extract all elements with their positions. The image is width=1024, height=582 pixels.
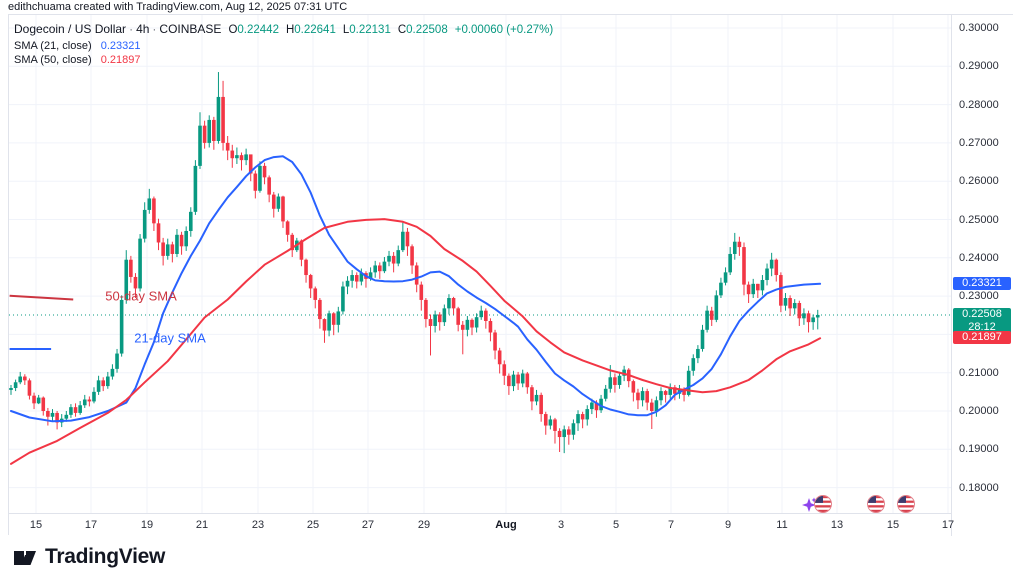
price-axis-label: 0.27000 [959, 136, 999, 149]
sma21-badge: 0.23321 [953, 276, 1011, 290]
time-axis-label: 17 [84, 519, 98, 531]
sma21-label: SMA (21, close) [14, 40, 92, 52]
time-axis-label: 5 [612, 519, 620, 531]
price-chart-plot[interactable]: 50-day SMA 21-day SMA [9, 15, 951, 513]
price-axis-label: 0.24000 [959, 251, 999, 264]
sma50-annotation-label[interactable]: 50-day SMA [105, 288, 177, 304]
time-axis-label: Aug [495, 519, 517, 531]
us-flag-event-icon[interactable] [897, 495, 915, 513]
time-axis[interactable]: 15 17 19 21 23 25 27 29 Aug 3 5 7 9 11 13 15 17 [9, 513, 955, 536]
time-axis-label: 9 [724, 519, 732, 531]
time-axis-label: 23 [251, 519, 265, 531]
time-axis-label: 11 [776, 519, 788, 531]
attribution-text: edithchuama created with TradingView.com… [8, 1, 348, 13]
sma50-badge: 0.21897 [953, 331, 1011, 345]
time-axis-label: 3 [557, 519, 565, 531]
us-flag-event-icon[interactable] [867, 495, 885, 513]
price-axis-label: 0.25000 [959, 213, 999, 226]
time-axis-label: 19 [140, 519, 154, 531]
sma50-line[interactable] [10, 218, 822, 465]
price-axis-label: 0.20000 [959, 405, 999, 417]
symbol-title: Dogecoin / US Dollar [14, 22, 127, 36]
close-value: 0.22508 [406, 24, 448, 36]
sma50-label: SMA (50, close) [14, 54, 92, 66]
change-value: +0.00060 (+0.27%) [454, 24, 554, 36]
symbol-row[interactable]: Dogecoin / US Dollar · 4h · COINBASE O0.22442… [14, 22, 554, 37]
indicator-row-sma21[interactable]: SMA (21, close) 0.23321 [14, 40, 553, 53]
time-axis-label: 15 [29, 519, 43, 531]
time-axis-label: 13 [830, 519, 844, 531]
interval-label[interactable]: 4h [136, 22, 150, 36]
time-axis-label: 7 [667, 519, 675, 531]
ohlc-values: O0.22442 H0.22641 L0.22131 C0.22508 +0.00060… [228, 24, 554, 36]
price-axis-label: 0.30000 [959, 22, 999, 34]
price-axis[interactable]: 0.30000 0.29000 0.28000 0.27000 0.26000 0.250… [951, 15, 1014, 536]
chart-legend: Dogecoin / US Dollar · 4h · COINBASE O0.22442… [14, 23, 553, 68]
price-axis-label: 0.28000 [959, 98, 999, 111]
exchange-label: COINBASE [159, 22, 222, 36]
us-flag-event-icon[interactable] [814, 495, 832, 513]
sma21-annotation-label[interactable]: 21-day SMA [134, 330, 206, 346]
sma21-value: 0.23321 [100, 40, 141, 52]
price-axis-label: 0.23000 [959, 290, 999, 303]
tradingview-logo-icon [14, 551, 36, 565]
price-axis-label: 0.19000 [959, 443, 999, 456]
price-axis-label: 0.26000 [959, 175, 999, 188]
open-value: 0.22442 [237, 24, 279, 36]
sparkle-event-icon[interactable] [802, 497, 817, 513]
time-axis-label: 29 [417, 519, 431, 531]
time-axis-label: 17 [941, 519, 955, 531]
price-axis-label: 0.29000 [959, 60, 999, 73]
low-value: 0.22131 [349, 24, 391, 36]
sma50-annotation-segment[interactable] [9, 294, 74, 301]
time-axis-label: 27 [361, 519, 375, 531]
sma21-line[interactable] [10, 155, 822, 423]
tradingview-logo[interactable]: TradingView [12, 544, 165, 570]
time-axis-label: 15 [886, 519, 900, 531]
time-axis-label: 25 [306, 519, 320, 531]
indicator-row-sma50[interactable]: SMA (50, close) 0.21897 [14, 54, 553, 67]
tradingview-logo-text: TradingView [45, 545, 166, 568]
price-axis-label: 0.21000 [959, 366, 999, 379]
price-axis-label: 0.18000 [959, 481, 999, 494]
time-axis-label: 21 [195, 519, 209, 531]
high-value: 0.22641 [294, 24, 336, 36]
chart-panel: Dogecoin / US Dollar · 4h · COINBASE O0.22442… [8, 14, 1014, 536]
grid-lines [9, 15, 951, 513]
last-price-badge: 0.22508 28:12 [953, 307, 1011, 334]
sma50-value: 0.21897 [100, 54, 141, 66]
